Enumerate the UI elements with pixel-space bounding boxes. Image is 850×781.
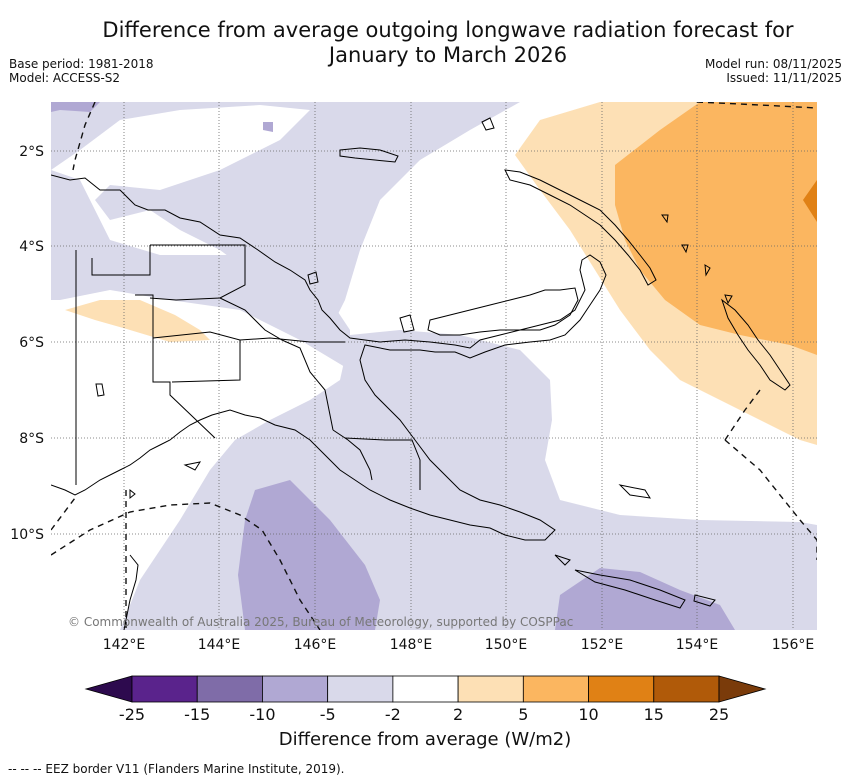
map-title: Difference from average outgoing longwav…	[48, 18, 848, 68]
colorbar-tick-label: 5	[518, 705, 528, 724]
anomaly-region-light-purple-west	[51, 170, 350, 370]
lat-labels: 2°S 4°S 6°S 8°S 10°S	[10, 144, 44, 543]
colorbar-arrow-low	[84, 675, 133, 703]
lon-labels: 142°E 144°E 146°E 148°E 150°E 152°E 154°…	[103, 637, 815, 653]
colorbar-tick-label: -15	[184, 705, 210, 724]
lat-label-10s: 10°S	[10, 527, 44, 543]
title-line-1: Difference from average outgoing longwav…	[102, 18, 794, 42]
anomaly-region-mid-purple-1	[238, 480, 380, 630]
colorbar-bin-4	[392, 675, 459, 703]
lon-label-148e: 148°E	[390, 637, 433, 653]
lon-label-150e: 150°E	[485, 637, 528, 653]
colorbar-bin-2	[262, 675, 329, 703]
issued-date: Issued: 11/11/2025	[726, 71, 842, 85]
colorbar-tick-label: -25	[119, 705, 145, 724]
lon-label-152e: 152°E	[581, 637, 624, 653]
lon-label-154e: 154°E	[676, 637, 719, 653]
anomaly-region-dark-orange	[803, 180, 817, 222]
lon-label-144e: 144°E	[198, 637, 241, 653]
lat-label-2s: 2°S	[19, 144, 44, 160]
colorbar-bin-6	[522, 675, 589, 703]
anomaly-region-mid-orange	[615, 102, 817, 355]
colorbar-tick-label: -5	[320, 705, 336, 724]
model-name: Model: ACCESS-S2	[9, 71, 121, 85]
colorbar-tick-label: -2	[385, 705, 401, 724]
anomaly-region-light-orange-west	[65, 300, 210, 342]
base-period: Base period: 1981-2018	[9, 57, 154, 71]
colorbar-bin-7	[588, 675, 655, 703]
gridlines	[51, 102, 817, 630]
eez-borders	[51, 102, 817, 630]
colorbar: -25 -15 -10 -5 -2 2 5 10 15 25	[84, 675, 767, 724]
anomaly-region-light-purple-north	[51, 102, 520, 330]
anomaly-region-mid-purple-3	[51, 102, 100, 112]
meta-left: Base period: 1981-2018 Model: ACCESS-S2	[9, 57, 154, 85]
colorbar-tick-label: 25	[709, 705, 729, 724]
colorbar-tick-label: -10	[249, 705, 275, 724]
lon-label-146e: 146°E	[294, 637, 337, 653]
lat-label-8s: 8°S	[19, 431, 44, 447]
coastlines	[51, 117, 791, 630]
colorbar-bin-0	[131, 675, 198, 703]
colorbar-bin-8	[653, 675, 720, 703]
colorbar-title: Difference from average (W/m2)	[278, 729, 572, 750]
colorbar-bin-1	[196, 675, 263, 703]
colorbar-tick-label: 2	[453, 705, 463, 724]
title-line-2: January to March 2026	[328, 43, 568, 67]
meta-right: Model run: 08/11/2025 Issued: 11/11/2025	[705, 57, 842, 85]
eez-footnote: -- -- -- EEZ border V11 (Flanders Marine…	[8, 762, 345, 776]
lat-label-4s: 4°S	[19, 239, 44, 255]
colorbar-tick-label: 10	[578, 705, 598, 724]
colorbar-arrow-high	[718, 675, 767, 703]
copyright-text: © Commonwealth of Australia 2025, Bureau…	[68, 615, 573, 629]
model-run: Model run: 08/11/2025	[704, 57, 842, 71]
lon-label-142e: 142°E	[103, 637, 146, 653]
map-area: © Commonwealth of Australia 2025, Bureau…	[51, 102, 817, 630]
colorbar-tick-label: 15	[644, 705, 664, 724]
colorbar-bin-5	[457, 675, 524, 703]
anomaly-region-mid-purple-4	[263, 122, 273, 132]
colorbar-bin-3	[327, 675, 394, 703]
lon-label-156e: 156°E	[772, 637, 815, 653]
lat-label-6s: 6°S	[19, 335, 44, 351]
